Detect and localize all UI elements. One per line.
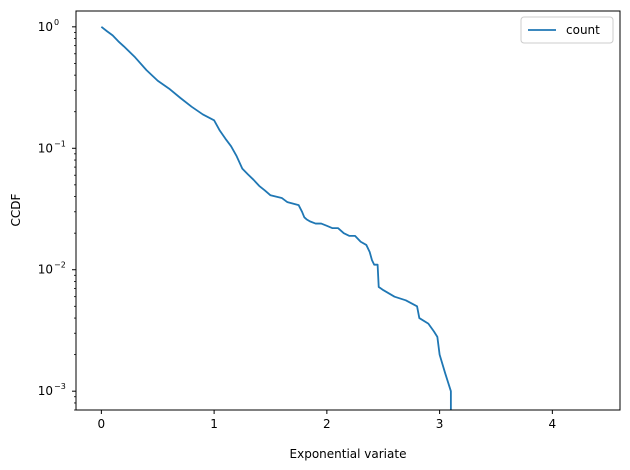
x-tick-label: 2 [323, 417, 331, 431]
y-tick-exponent: 0 [54, 18, 59, 27]
legend-label-count: count [566, 23, 600, 37]
x-tick-label: 1 [210, 417, 218, 431]
y-tick-label: 10 [38, 20, 53, 34]
y-tick-exponent: −1 [54, 139, 66, 148]
x-tick-label: 3 [436, 417, 444, 431]
x-axis-label: Exponential variate [290, 447, 407, 461]
y-axis-label: CCDF [9, 193, 23, 226]
legend: count [520, 16, 614, 44]
x-tick-label: 0 [98, 417, 106, 431]
series-line-0 [100, 26, 452, 410]
y-tick-label: 10 [38, 384, 53, 398]
plot-frame [75, 10, 621, 411]
y-tick-label: 10 [38, 141, 53, 155]
y-tick-exponent: −3 [54, 382, 66, 391]
x-tick-label: 4 [549, 417, 557, 431]
y-tick-exponent: −2 [54, 261, 66, 270]
legend-box [520, 16, 614, 44]
y-tick-label: 10 [38, 263, 53, 277]
plot-area [100, 26, 452, 410]
